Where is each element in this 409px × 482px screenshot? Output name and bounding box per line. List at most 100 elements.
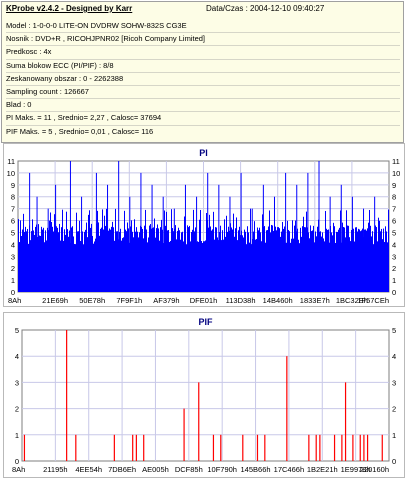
pif-chart-ytick-left: 2 <box>15 405 19 414</box>
pi-chart-ytick-right: 3 <box>392 252 396 261</box>
datetime-label: Data/Czas : <box>206 4 248 13</box>
info-row-pi-stats: PI Maks. = 11 , Srednio= 2,27 , Calosc= … <box>6 112 400 126</box>
pi-bar <box>59 223 60 292</box>
pi-bar <box>134 219 135 292</box>
pi-bar <box>271 224 272 292</box>
pi-bar <box>150 224 151 292</box>
pi-spike <box>374 196 376 292</box>
pi-spike <box>107 184 109 292</box>
pi-bar <box>332 235 333 292</box>
pi-bar <box>228 226 229 292</box>
pif-bar <box>366 434 369 461</box>
pif-bar <box>381 434 383 461</box>
pi-bar <box>64 229 65 292</box>
pi-bar <box>282 221 283 292</box>
pi-bar <box>120 228 121 292</box>
pif-bar <box>315 434 317 461</box>
pi-bar <box>110 229 111 292</box>
pi-bar <box>345 237 346 292</box>
pi-bar <box>359 229 360 292</box>
pi-bar <box>227 231 228 292</box>
info-row-error: Blad : 0 <box>6 99 400 113</box>
pi-bar <box>213 211 214 292</box>
info-row-scanned: Zeskanowany obszar : 0 - 2262388 <box>6 73 400 86</box>
pi-bar <box>190 241 191 292</box>
pi-bar <box>52 226 53 292</box>
pif-chart: PIF 0 0 1 1 2 2 3 3 4 4 5 5 8Ah 21195h 4EE54h 7DB6Eh AE00… <box>12 317 396 474</box>
pif-chart-ytick-left: 3 <box>15 378 19 387</box>
pi-bar <box>87 237 88 292</box>
pif-bar <box>359 434 361 461</box>
pi-bar <box>80 240 81 292</box>
pi-bar <box>157 224 158 292</box>
pi-bar <box>18 219 19 292</box>
pi-bar <box>354 241 355 292</box>
pi-bar <box>159 240 160 292</box>
pif-chart-ytick-left: 1 <box>15 431 19 440</box>
pi-bar <box>259 227 260 292</box>
pi-bar <box>175 225 176 292</box>
pi-bar <box>123 237 124 292</box>
pi-bar <box>310 225 311 292</box>
pif-chart-panel: PIF 0 0 1 1 2 2 3 3 4 4 5 5 8Ah 21195h 4EE54h 7DB6Eh AE00… <box>3 312 405 478</box>
pi-bar <box>74 244 75 292</box>
pi-bar <box>232 229 233 292</box>
pi-bar <box>191 232 192 292</box>
pi-bar <box>38 224 39 292</box>
pi-bar <box>47 227 48 292</box>
pi-bar <box>360 231 361 292</box>
pi-bar <box>356 227 357 292</box>
pi-bar <box>138 237 139 292</box>
pi-bar <box>327 229 328 292</box>
pif-chart-title: PIF <box>198 317 213 327</box>
pi-bar <box>342 222 343 292</box>
pi-bar <box>349 237 350 292</box>
pi-chart-ytick-left: 2 <box>11 264 15 273</box>
pi-spike <box>351 196 353 292</box>
pi-bar <box>386 231 387 292</box>
pi-bar <box>226 215 227 292</box>
pi-bar <box>102 209 103 292</box>
pi-bar <box>40 235 41 292</box>
pi-bar <box>302 226 303 292</box>
pi-spike <box>262 184 264 292</box>
pi-bar <box>188 227 189 292</box>
pif-chart-xtick-label: 10F790h <box>207 465 237 474</box>
pi-bar <box>243 237 244 292</box>
pi-spike <box>218 184 220 292</box>
pi-bar <box>169 242 170 292</box>
pi-chart-ytick-left: 1 <box>11 276 15 285</box>
pi-bar <box>346 210 347 292</box>
pi-bar <box>253 231 254 292</box>
pi-bar <box>176 239 177 292</box>
pi-series <box>18 161 389 292</box>
pif-chart-xtick-label: 1B2E21h <box>307 465 338 474</box>
pi-bar <box>25 226 26 292</box>
pi-bar <box>46 240 47 292</box>
pi-bar <box>357 231 358 292</box>
pi-bar <box>35 226 36 292</box>
pif-chart-plot-area <box>21 329 390 462</box>
pi-bar <box>39 235 40 292</box>
pi-spike <box>129 196 131 292</box>
pi-bar <box>367 228 368 292</box>
pi-bar <box>242 235 243 292</box>
pi-bar <box>324 241 325 292</box>
pi-bar <box>297 228 298 292</box>
pi-bar <box>180 239 181 292</box>
pi-bar <box>202 242 203 292</box>
pi-bar <box>92 235 93 292</box>
pi-spike <box>173 208 175 292</box>
pif-bar <box>113 434 115 461</box>
pi-bar <box>289 231 290 292</box>
pif-bar <box>212 434 215 461</box>
pi-bar <box>249 242 250 292</box>
pi-chart-xtick-label: 8Ah <box>8 296 21 305</box>
pi-chart-xtick-label: DFE01h <box>190 296 218 305</box>
info-rows: Model : 1-0-0-0 LITE-ON DVDRW SOHW-832S … <box>6 20 400 138</box>
pi-bar <box>208 227 209 292</box>
pi-bar <box>83 244 84 292</box>
pi-bar <box>162 229 163 292</box>
pi-bar <box>71 227 72 292</box>
